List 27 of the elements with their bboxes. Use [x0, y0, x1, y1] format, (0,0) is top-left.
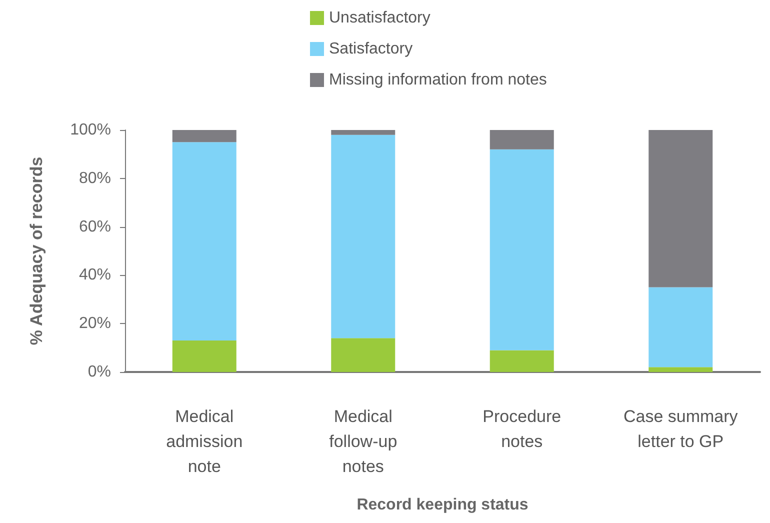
bar — [172, 340, 236, 372]
bar — [172, 142, 236, 341]
bar — [490, 149, 554, 350]
y-tick-label: 20% — [78, 315, 111, 332]
bar — [490, 350, 554, 372]
x-axis-title: Record keeping status — [356, 496, 528, 514]
bar — [331, 338, 396, 372]
y-tick-label: 100% — [70, 122, 111, 138]
legend-label: Missing information from notes — [329, 72, 547, 88]
y-tick-label: 80% — [78, 170, 111, 187]
bar — [648, 130, 713, 288]
x-tick-label: Medical follow-up notes — [329, 407, 398, 476]
bar — [172, 130, 236, 142]
y-axis-title: % Adequacy of records — [27, 156, 46, 346]
bar — [331, 134, 396, 338]
bar — [648, 367, 713, 372]
x-tick-label: Procedure notes — [482, 407, 562, 451]
y-tick-label: 0% — [88, 364, 111, 380]
bar — [331, 130, 396, 135]
x-tick-label: Medical admission note — [166, 407, 243, 476]
x-tick-label: Case summary letter to GP — [623, 407, 738, 451]
y-tick-label: 60% — [78, 218, 111, 236]
legend-label: Unsatisfactory — [329, 10, 430, 26]
bar — [490, 130, 554, 150]
legend-label: Satisfactory — [329, 40, 413, 58]
y-tick-label: 40% — [78, 266, 111, 284]
bar — [648, 287, 713, 368]
